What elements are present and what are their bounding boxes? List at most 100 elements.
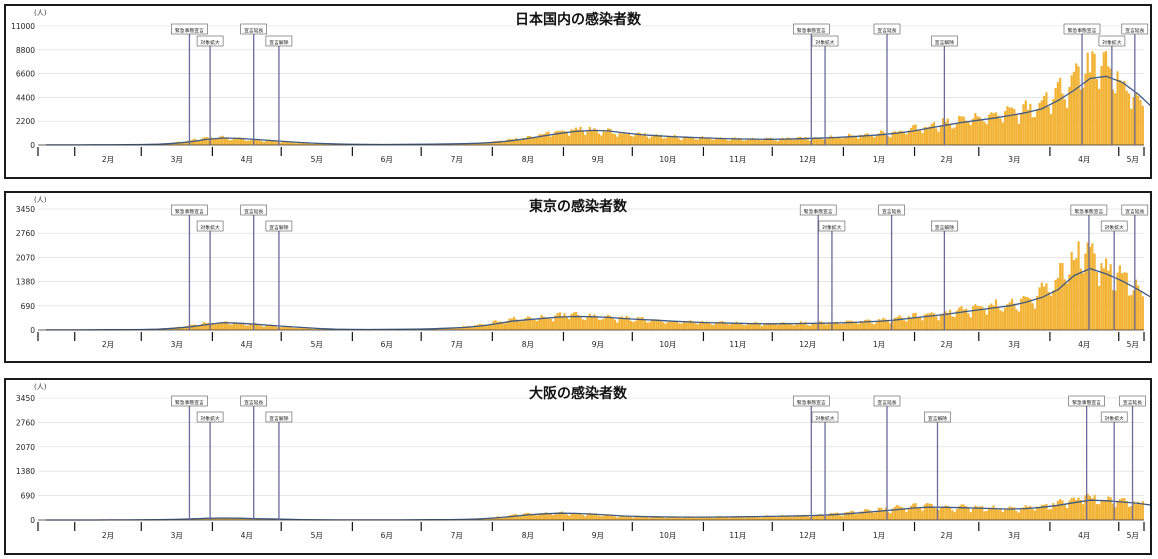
bar bbox=[1038, 102, 1041, 145]
chart-panel-tokyo: 東京の感染者数 (人) 0 690 1380 2070 2760 3450 2月 3月 4月 5月… bbox=[4, 191, 1152, 363]
bar bbox=[786, 137, 789, 145]
bar bbox=[1059, 263, 1062, 330]
bar bbox=[233, 518, 236, 520]
bar bbox=[682, 320, 685, 330]
event-label: 宣言延長 bbox=[1123, 399, 1142, 406]
bar bbox=[570, 129, 573, 145]
bar bbox=[499, 321, 502, 330]
bar bbox=[551, 135, 555, 145]
bar bbox=[868, 319, 871, 330]
event-label: 対象拡大 bbox=[1102, 39, 1121, 46]
bar bbox=[529, 135, 532, 145]
bar bbox=[815, 515, 819, 520]
bar bbox=[730, 322, 734, 330]
bar bbox=[611, 515, 614, 520]
event-label: 宣言延長 bbox=[882, 208, 901, 215]
bar bbox=[524, 138, 527, 145]
bar bbox=[235, 138, 238, 145]
bar bbox=[526, 135, 529, 145]
bar bbox=[838, 515, 841, 520]
bar bbox=[657, 319, 660, 330]
bar bbox=[1134, 504, 1137, 520]
month-label: 12月 bbox=[799, 155, 816, 164]
bar bbox=[1054, 87, 1057, 145]
bar bbox=[512, 139, 516, 145]
bar bbox=[295, 143, 298, 145]
bar bbox=[1098, 88, 1101, 145]
bar bbox=[531, 318, 534, 330]
bar bbox=[457, 326, 461, 330]
bar bbox=[671, 321, 674, 330]
bar bbox=[930, 123, 933, 145]
bar bbox=[226, 137, 229, 145]
bar bbox=[524, 513, 527, 520]
bar bbox=[760, 326, 763, 330]
bar bbox=[1098, 504, 1101, 520]
bar bbox=[671, 136, 674, 145]
bar bbox=[691, 322, 695, 330]
bar bbox=[1029, 298, 1032, 330]
bar bbox=[1141, 501, 1144, 520]
bar bbox=[551, 515, 555, 520]
bar bbox=[942, 313, 945, 330]
bar bbox=[290, 327, 293, 330]
bar bbox=[1104, 51, 1108, 145]
bar bbox=[223, 321, 227, 330]
month-label: 3月 bbox=[1008, 531, 1020, 540]
bar bbox=[487, 143, 490, 145]
bar bbox=[1015, 114, 1018, 145]
bar bbox=[836, 512, 839, 520]
month-label: 5月 bbox=[1127, 155, 1139, 164]
bar bbox=[997, 115, 1000, 145]
bar bbox=[593, 128, 596, 145]
bar bbox=[1075, 499, 1078, 520]
bar bbox=[196, 518, 199, 520]
bar bbox=[565, 514, 568, 520]
bar bbox=[496, 140, 500, 145]
bar bbox=[203, 137, 206, 145]
bar bbox=[737, 323, 741, 330]
bar bbox=[921, 320, 924, 330]
bar bbox=[334, 144, 337, 145]
bar bbox=[992, 113, 995, 145]
bar bbox=[818, 321, 821, 330]
bar bbox=[251, 324, 254, 330]
bar bbox=[790, 516, 793, 520]
bar bbox=[850, 135, 853, 145]
month-label: 3月 bbox=[171, 155, 183, 164]
bar bbox=[487, 324, 490, 330]
bar bbox=[1031, 303, 1034, 330]
bar bbox=[558, 312, 562, 330]
bar bbox=[1061, 263, 1064, 330]
bar bbox=[907, 316, 910, 330]
bar bbox=[710, 139, 713, 145]
bar bbox=[769, 515, 773, 520]
bar bbox=[1031, 509, 1034, 520]
bar bbox=[1107, 66, 1110, 145]
bar bbox=[214, 324, 217, 330]
bar bbox=[230, 139, 233, 145]
bar bbox=[721, 516, 724, 520]
bar bbox=[1100, 65, 1103, 145]
bar bbox=[958, 307, 961, 330]
bar bbox=[655, 516, 658, 520]
bar bbox=[613, 134, 617, 145]
chart-panel-national: 日本国内の感染者数 (人) 0 2200 4400 6600 8800 11000 2月 3月… bbox=[4, 4, 1152, 179]
month-label: 1月 bbox=[873, 155, 885, 164]
chart-svg-tokyo: 0 690 1380 2070 2760 3450 2月 3月 4月 5月 6月 7月 8月 9月 10月 1… bbox=[16, 204, 1150, 349]
bar bbox=[1130, 295, 1133, 330]
bar bbox=[990, 507, 993, 520]
bar bbox=[1020, 113, 1023, 145]
bar bbox=[517, 516, 520, 520]
bar bbox=[311, 143, 314, 145]
bar bbox=[845, 511, 848, 520]
bar bbox=[579, 126, 582, 145]
bar bbox=[260, 325, 263, 330]
bar bbox=[207, 517, 210, 520]
bar bbox=[870, 512, 874, 520]
bar bbox=[1109, 68, 1112, 145]
bar bbox=[792, 325, 796, 330]
bar bbox=[994, 112, 998, 145]
bar bbox=[735, 321, 738, 330]
bar bbox=[903, 320, 906, 330]
